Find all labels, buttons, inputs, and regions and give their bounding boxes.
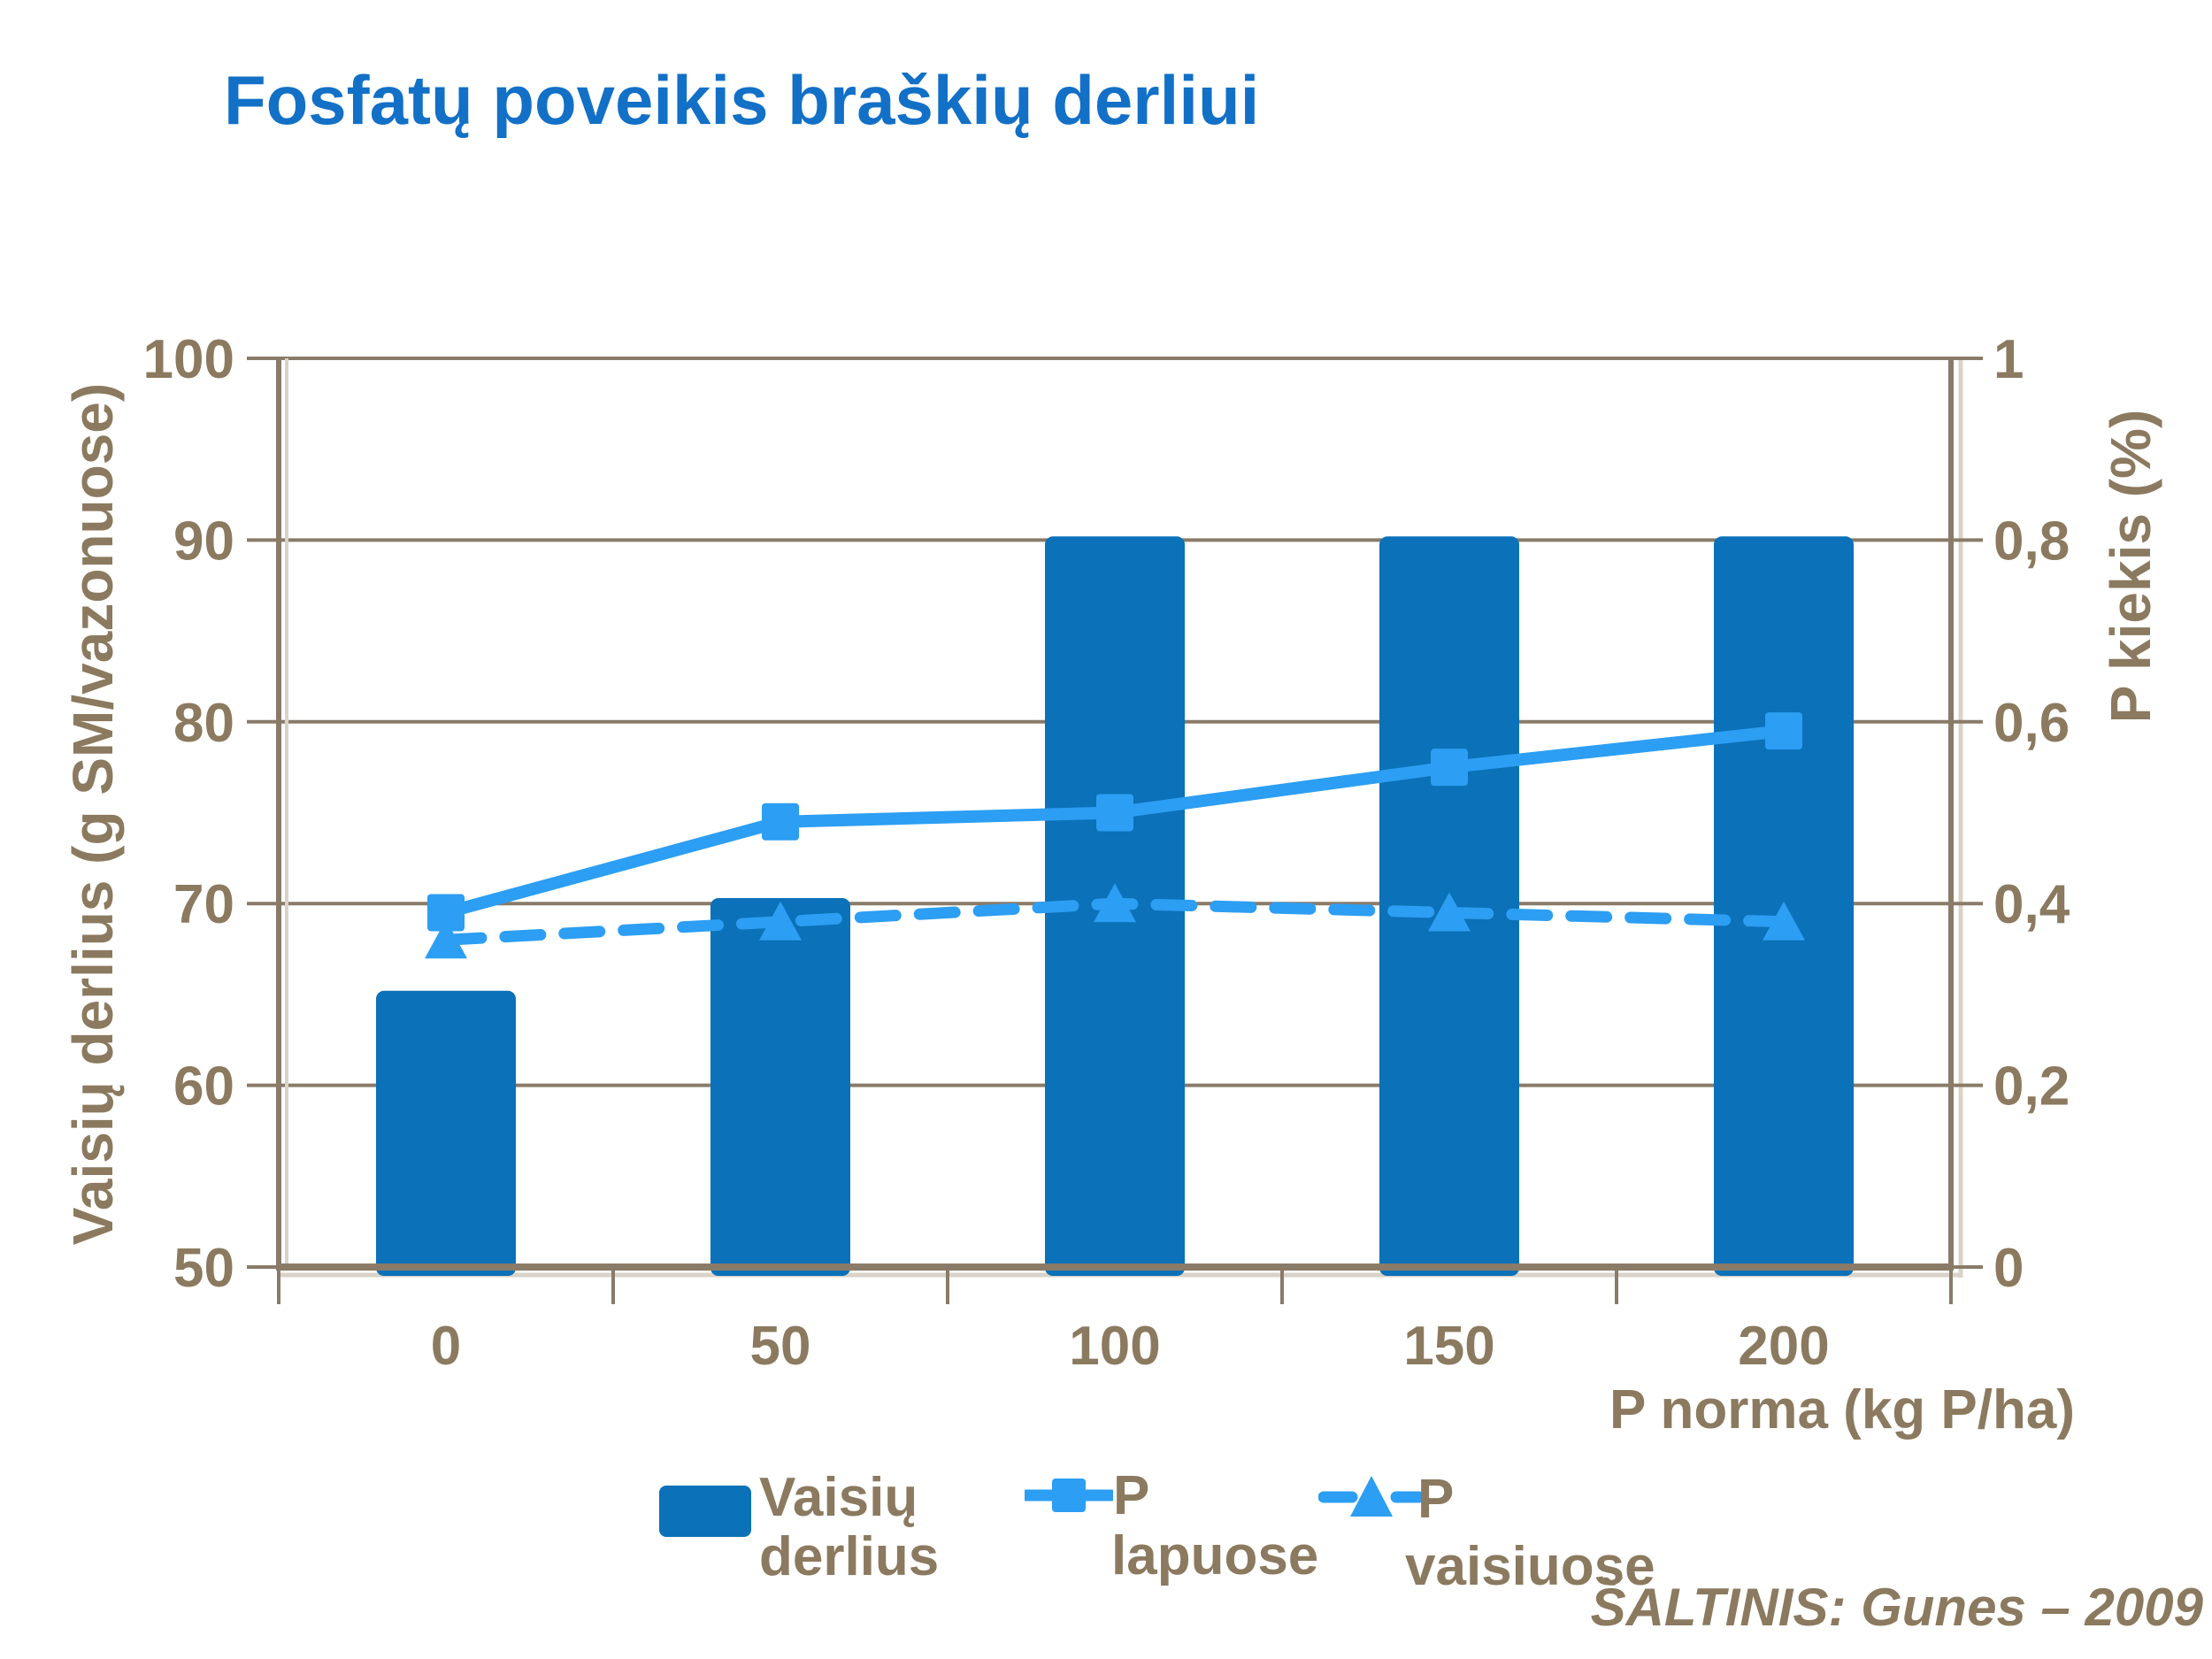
left-tick-label: 80 (173, 693, 234, 754)
legend-solid-line-square-marker-icon (1025, 1479, 1113, 1512)
left-tick-label: 60 (173, 1056, 234, 1118)
bar-0 (376, 990, 516, 1276)
legend-label-p-lapuose-line2: lapuose (1111, 1525, 1319, 1586)
x-tick-label: 100 (1069, 1316, 1160, 1377)
left-tick-label: 90 (173, 511, 234, 572)
left-tick-label: 50 (173, 1238, 234, 1299)
right-tick-label: 0 (1993, 1238, 2024, 1299)
right-axis-title: P kiekis (%) (2099, 409, 2162, 724)
triangle-marker (1428, 892, 1471, 932)
bar-50 (710, 898, 850, 1276)
legend-label-p-lapuose-line1: P (1113, 1465, 1150, 1526)
right-tick-label: 0,8 (1993, 511, 2070, 572)
right-tick-label: 0,4 (1993, 874, 2070, 935)
triangle-marker (425, 919, 467, 959)
legend-dashed-line-triangle-marker-icon (1318, 1476, 1425, 1517)
left-axis-title: Vaisių derlius (g SM/vazonuose) (61, 382, 125, 1246)
square-marker (427, 894, 465, 932)
source-citation: ŠALTINIS: Gunes – 2009 (1590, 1578, 2203, 1637)
legend-label-p-vaisiuose-line1: P (1417, 1469, 1455, 1530)
legend-label-p-vaisiuose-line2: vaisiuose (1405, 1536, 1655, 1597)
x-tick-label: 50 (750, 1316, 811, 1377)
x-tick-label: 150 (1403, 1316, 1494, 1377)
left-tick-label: 100 (143, 329, 234, 390)
x-tick-label: 0 (431, 1316, 461, 1377)
square-marker (1431, 749, 1468, 787)
legend-label-bars-line1: Vaisių (759, 1467, 918, 1528)
x-tick-label: 200 (1738, 1316, 1829, 1377)
page-title: Fosfatų poveikis braškių derliui (224, 61, 1260, 139)
legend-label-bars-line2: derlius (759, 1526, 940, 1587)
triangle-marker (1763, 901, 1805, 941)
square-marker (1096, 794, 1133, 832)
right-tick-label: 0,2 (1993, 1056, 2070, 1118)
triangle-marker (1094, 883, 1136, 923)
square-marker (1765, 712, 1802, 750)
left-tick-label: 70 (173, 874, 234, 935)
legend-bar-swatch (659, 1486, 751, 1537)
x-axis-title: P norma (kg P/ha) (1609, 1379, 2075, 1440)
right-tick-label: 0,6 (1993, 693, 2070, 754)
triangle-marker (759, 901, 802, 941)
right-tick-label: 1 (1993, 329, 2024, 390)
square-marker (762, 803, 799, 841)
